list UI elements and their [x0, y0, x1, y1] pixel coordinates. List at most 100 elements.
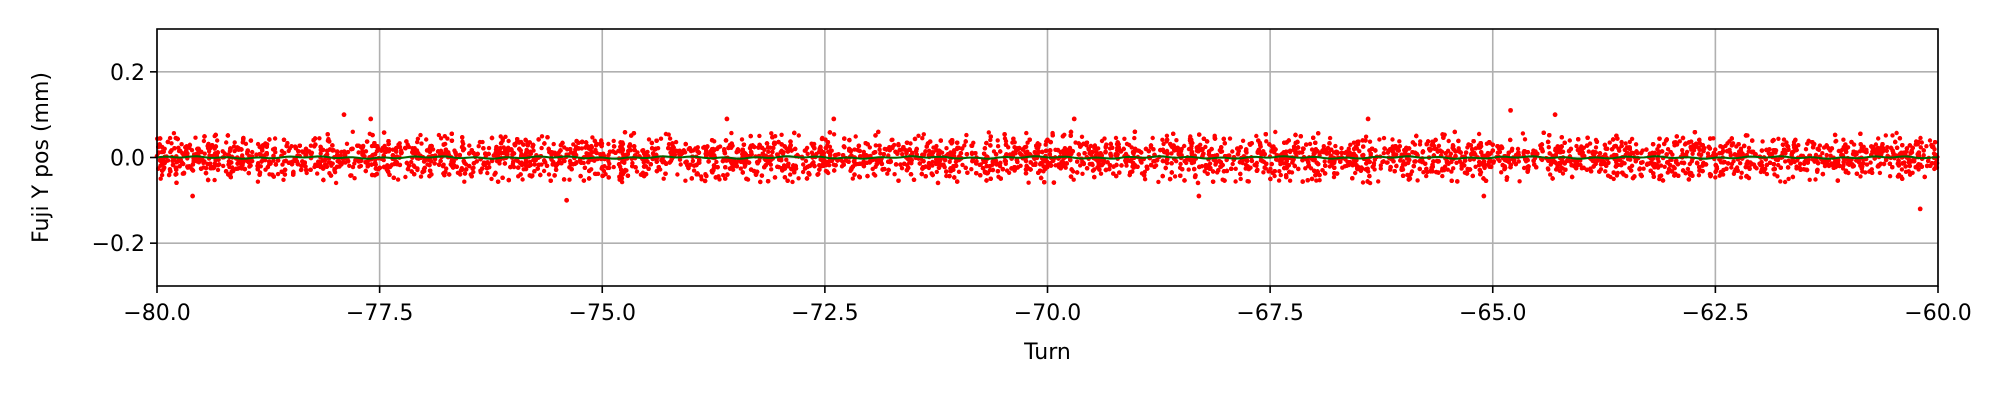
- scatter-point: [1006, 170, 1012, 175]
- scatter-point: [1230, 149, 1235, 154]
- scatter-point: [1161, 141, 1166, 147]
- scatter-point: [250, 149, 255, 155]
- scatter-point: [890, 144, 895, 149]
- scatter-point: [403, 174, 408, 180]
- scatter-point: [1122, 136, 1127, 141]
- scatter-point: [1665, 147, 1671, 152]
- scatter-point: [1238, 176, 1243, 182]
- scatter-point: [1078, 163, 1083, 168]
- scatter-point: [541, 168, 547, 174]
- scatter-point: [1273, 129, 1278, 135]
- scatter-point: [1182, 143, 1187, 149]
- scatter-point: [678, 162, 683, 167]
- scatter-point: [1786, 176, 1791, 182]
- scatter-point: [1754, 166, 1759, 171]
- scatter-point: [1230, 161, 1235, 167]
- scatter-point: [691, 168, 697, 173]
- scatter-point: [1360, 180, 1366, 185]
- scatter-point: [1346, 146, 1352, 151]
- scatter-point: [1729, 165, 1734, 170]
- scatter-point: [1202, 169, 1207, 174]
- scatter-point: [1024, 130, 1029, 136]
- scatter-point: [1254, 133, 1259, 139]
- scatter-point: [1124, 163, 1129, 168]
- scatter-point: [1381, 135, 1387, 141]
- scatter-point: [766, 149, 771, 154]
- scatter-point: [1499, 170, 1504, 175]
- scatter-point: [1277, 169, 1282, 174]
- scatter-point: [1440, 173, 1445, 179]
- scatter-point: [1367, 139, 1373, 144]
- scatter-point: [1677, 139, 1683, 144]
- scatter-point: [757, 133, 762, 139]
- scatter-point: [1129, 145, 1134, 150]
- scatter-point: [1351, 140, 1357, 145]
- scatter-point: [520, 177, 525, 182]
- scatter-point: [1139, 160, 1144, 165]
- scatter-point: [1445, 167, 1451, 172]
- scatter-point: [1933, 164, 1939, 169]
- scatter-point: [1515, 146, 1521, 152]
- scatter-point: [471, 165, 476, 170]
- scatter-point: [1174, 138, 1179, 143]
- scatter-point: [445, 136, 450, 141]
- scatter-point: [861, 149, 866, 155]
- scatter-point: [1820, 151, 1825, 156]
- scatter-point: [1803, 147, 1809, 152]
- scatter-point: [934, 143, 939, 149]
- scatter-point: [1512, 157, 1517, 163]
- scatter-point: [944, 146, 949, 151]
- scatter-point: [395, 177, 401, 182]
- scatter-point: [485, 160, 490, 165]
- scatter-point: [611, 164, 616, 170]
- scatter-point: [1080, 171, 1085, 176]
- scatter-point: [350, 129, 355, 134]
- scatter-point: [344, 141, 350, 146]
- scatter-point: [1053, 163, 1058, 168]
- scatter-point: [224, 140, 229, 145]
- scatter-point: [1860, 148, 1865, 153]
- scatter-point: [402, 145, 408, 151]
- scatter-point: [1376, 179, 1381, 184]
- scatter-point: [486, 145, 492, 151]
- scatter-point: [618, 171, 624, 176]
- scatter-point: [551, 141, 556, 147]
- scatter-point: [212, 161, 218, 166]
- scatter-point: [1314, 178, 1319, 183]
- scatter-point: [892, 172, 897, 177]
- scatter-point: [1421, 170, 1426, 175]
- scatter-point: [873, 143, 878, 148]
- scatter-point: [790, 179, 795, 185]
- scatter-point: [1278, 172, 1284, 178]
- scatter-point: [1760, 139, 1765, 144]
- scatter-point: [1868, 160, 1873, 165]
- scatter-point: [1877, 170, 1883, 176]
- scatter-point: [1869, 167, 1875, 172]
- scatter-point: [1436, 143, 1442, 148]
- scatter-point: [995, 144, 1001, 149]
- scatter-point: [415, 166, 420, 171]
- scatter-point: [663, 131, 669, 137]
- scatter-point: [1397, 144, 1403, 149]
- scatter-point: [1276, 178, 1282, 183]
- scatter-point: [1578, 162, 1583, 168]
- scatter-point: [1371, 161, 1377, 166]
- scatter-point: [1603, 169, 1608, 174]
- scatter-point: [1156, 179, 1161, 185]
- scatter-point: [1887, 174, 1893, 179]
- scatter-point: [476, 144, 481, 149]
- scatter-point: [308, 143, 314, 148]
- scatter-point: [878, 151, 883, 156]
- scatter-point: [1824, 152, 1829, 158]
- scatter-point: [579, 146, 584, 151]
- scatter-point: [870, 166, 875, 172]
- scatter-point: [159, 172, 165, 178]
- scatter-point: [1615, 170, 1621, 176]
- scatter-point: [1377, 137, 1382, 142]
- scatter-point: [1717, 173, 1722, 178]
- scatter-point: [1287, 178, 1293, 183]
- scatter-point: [1363, 134, 1369, 139]
- scatter-point: [1381, 151, 1387, 156]
- scatter-point: [805, 151, 810, 157]
- scatter-point: [299, 167, 304, 172]
